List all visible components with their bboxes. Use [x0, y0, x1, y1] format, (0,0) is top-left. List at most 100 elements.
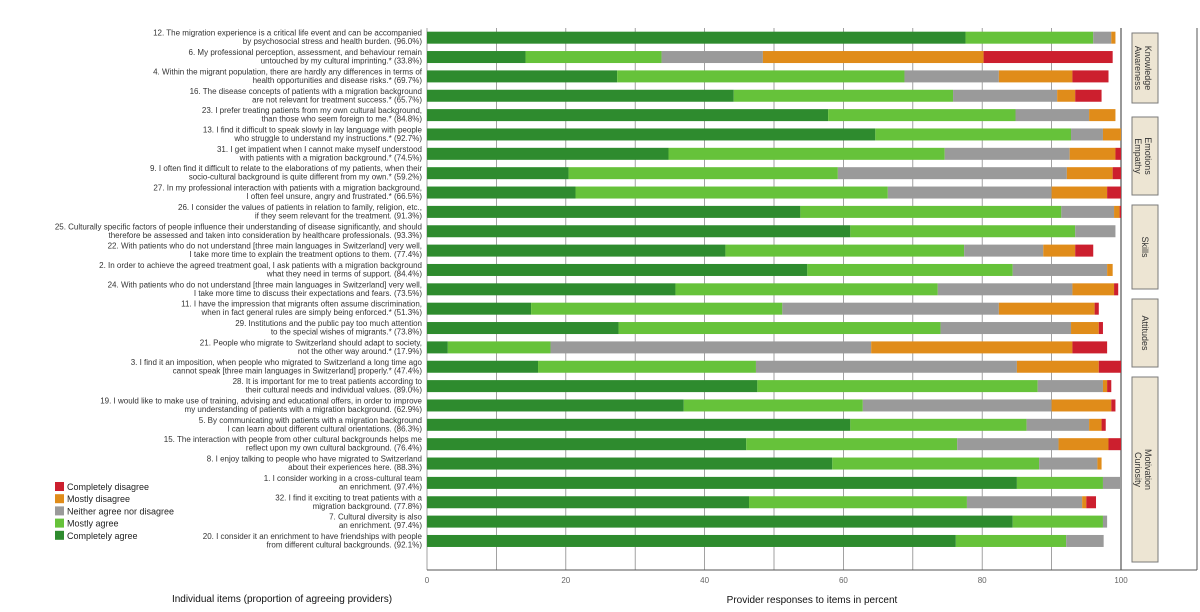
bar-segment	[618, 322, 941, 335]
item-label-line1: 2. In order to achieve the agreed treatm…	[99, 261, 422, 270]
item-label-line2: untouched by my cultural imprinting.* (3…	[261, 57, 423, 66]
x-ticks: 0 20 40 60 80 100	[425, 576, 1128, 585]
legend-swatch	[55, 506, 64, 516]
bar-segment	[668, 147, 945, 160]
item-label-line2: not the other way around.* (17.9%)	[298, 347, 422, 356]
bar-segment	[1102, 476, 1121, 489]
bar-segment	[998, 70, 1073, 83]
item-label-line2: to the special wishes of migrants.* (73.…	[271, 328, 423, 337]
bar-segment	[782, 302, 999, 315]
bar-segment	[550, 341, 872, 354]
bar-segment	[568, 167, 838, 180]
group-label: Knowledge	[1143, 46, 1153, 91]
group-label: Empathy	[1133, 138, 1143, 174]
bar-segment	[762, 51, 984, 64]
bar-segment	[1026, 418, 1090, 431]
group-box	[1131, 116, 1159, 196]
x-tick-label: 0	[425, 576, 430, 585]
item-label-line2: if they seem relevant for the treatment.…	[255, 211, 423, 220]
bar-segment	[427, 418, 851, 431]
bar-segment	[1111, 31, 1116, 44]
bar-segment	[1107, 380, 1112, 393]
bar-segment	[871, 341, 1073, 354]
bar-segment	[953, 89, 1058, 102]
item-label-line1: 1. I consider working in a cross-cultura…	[264, 474, 423, 483]
bar-segment	[427, 31, 966, 44]
item-label-line2: I take more time to discuss their expect…	[194, 289, 422, 298]
bar-segment	[1108, 438, 1121, 451]
item-label-line2: an enrichment. (97.4%)	[339, 521, 422, 530]
bar-segment	[427, 283, 676, 296]
bar-segment	[447, 341, 551, 354]
bar-segment	[1039, 457, 1098, 470]
bar-segment	[1075, 225, 1116, 238]
bar-segment	[875, 128, 1072, 141]
bar-segment	[1097, 457, 1102, 470]
bar-segment	[427, 225, 851, 238]
item-label-line2: who struggle to understand my instructio…	[233, 134, 422, 143]
item-label-line2: I take more time to explain the treatmen…	[189, 250, 422, 259]
group-label: Motivation	[1143, 449, 1153, 490]
bar-segment	[862, 399, 1052, 412]
item-label-line2: by psychosocial stress and health burden…	[243, 37, 423, 46]
item-label-line2: migration background. (77.8%)	[313, 502, 423, 511]
legend-swatch	[55, 494, 64, 504]
bar-segment	[1093, 31, 1112, 44]
group-label: Attitudes	[1140, 315, 1150, 351]
legend-swatch	[55, 530, 64, 540]
bar-segment	[427, 89, 734, 102]
item-label-line2: than those who seem foreign to me.* (84.…	[261, 115, 422, 124]
bar-segment	[617, 70, 905, 83]
item-label-line1: 19. I would like to make use of training…	[100, 396, 422, 405]
bar-segment	[427, 360, 539, 373]
group-box	[1131, 204, 1159, 290]
group-box	[1131, 32, 1159, 104]
bar-segment	[1075, 89, 1102, 102]
bar-segment	[1114, 283, 1119, 296]
bar-segment	[525, 51, 662, 64]
bar-segment	[427, 302, 532, 315]
bar-segment	[427, 496, 750, 509]
bar-segment	[725, 244, 965, 257]
bar-segment	[1012, 263, 1108, 276]
item-label-line1: 31. I get impatient when I cannot make m…	[217, 145, 422, 154]
bar-segment	[1082, 496, 1087, 509]
bar-segment	[1058, 438, 1109, 451]
item-label-line1: 5. By communicating with patients with a…	[199, 416, 422, 425]
bar-segment	[1107, 263, 1113, 276]
bar-segment	[427, 399, 684, 412]
bar-segment	[1066, 167, 1113, 180]
bar-segment	[1016, 476, 1103, 489]
item-label-line1: 27. In my professional interaction with …	[153, 184, 422, 193]
bar-segment	[1098, 360, 1121, 373]
bar-segment	[1072, 341, 1108, 354]
bar-segment	[1057, 89, 1076, 102]
item-label-line1: 22. With patients who do not understand …	[108, 242, 422, 251]
legend-label: Completely disagree	[67, 482, 149, 492]
bar-segment	[832, 457, 1040, 470]
bar-segment	[1016, 360, 1099, 373]
legend-label: Neither agree nor disagree	[67, 506, 174, 516]
bar-segment	[1101, 418, 1106, 431]
bar-segment	[1043, 244, 1076, 257]
bar-segment	[427, 438, 747, 451]
item-label-line1: 6. My professional perception, assessmen…	[189, 48, 422, 57]
item-label-line1: 24. With patients who do not understand …	[108, 280, 422, 289]
item-label-line1: 4. Within the migrant population, there …	[153, 67, 423, 76]
bar-segment	[983, 51, 1113, 64]
bar-segment	[1102, 128, 1121, 141]
bar-segment	[661, 51, 763, 64]
bar-segment	[1112, 167, 1121, 180]
legend: Completely disagree Mostly disagree Neithe…	[55, 482, 174, 541]
item-label-line2: when in fact general rules are simply be…	[200, 308, 422, 317]
bar-segment	[427, 534, 956, 547]
legend-swatch	[55, 482, 64, 491]
item-label-line1: 32. I find it exciting to treat patients…	[275, 493, 422, 502]
item-label-line2: health opportunities and disease risks.*…	[253, 76, 423, 85]
bar-segment	[1051, 186, 1108, 199]
bar-segment	[940, 322, 1072, 335]
item-label-line2: reflect upon my own cultural background.…	[246, 444, 422, 453]
item-label-line1: 7. Cultural diversity is also	[329, 513, 422, 522]
item-label-line2: from different cultural backgrounds. (92…	[267, 540, 423, 549]
